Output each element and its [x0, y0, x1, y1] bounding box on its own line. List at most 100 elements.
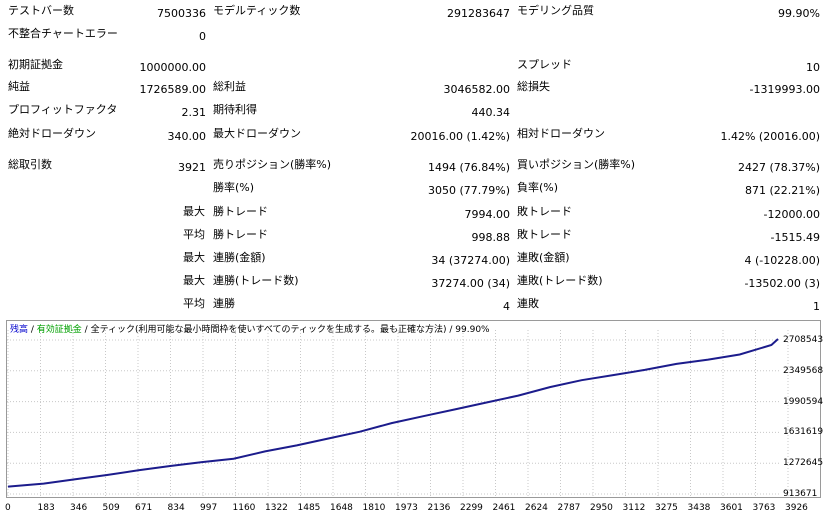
modeling-quality-label: モデリング品質 — [517, 4, 594, 17]
gross-loss-label: 総損失 — [517, 80, 550, 93]
legend-separator: / — [446, 325, 456, 335]
legend-quality: 99.90% — [455, 325, 490, 335]
x-tick-label: 1485 — [297, 503, 321, 513]
average-consec-wins-value: 4 — [503, 300, 510, 313]
maximal-drawdown-value: 20016.00 (1.42%) — [410, 130, 510, 143]
average-consec-losses-label: 連敗 — [517, 297, 539, 310]
model-ticks-value: 291283647 — [447, 7, 510, 20]
short-positions-value: 1494 (76.84%) — [427, 161, 510, 174]
profit-trades-label: 勝率(%) — [213, 181, 255, 194]
average-prefix: 平均 — [183, 228, 205, 241]
x-tick-label: 2136 — [427, 503, 451, 513]
legend-model: 全ティック(利用可能な最小時間枠を使いすべてのティックを生成する。最も正確な方法… — [90, 325, 447, 335]
absolute-drawdown-label: 絶対ドローダウン — [8, 127, 96, 140]
initial-deposit-label: 初期証拠金 — [8, 58, 63, 71]
x-tick-label: 509 — [102, 503, 120, 513]
gross-loss-value: -1319993.00 — [749, 83, 820, 96]
max-consec-prefix: 最大 — [183, 251, 205, 264]
x-tick-label: 834 — [167, 503, 185, 513]
x-tick-label: 346 — [70, 503, 88, 513]
average-consec-losses-value: 1 — [813, 300, 820, 313]
max-consec-loss-label: 連敗(トレード数) — [517, 274, 603, 287]
spread-label: スプレッド — [517, 58, 572, 71]
max-consec-loss-value: -13502.00 (3) — [744, 277, 820, 290]
profit-factor-label: プロフィットファクタ — [8, 103, 118, 116]
y-tick-label: 1631619 — [783, 427, 824, 438]
legend-equity: 有効証拠金 — [36, 325, 82, 335]
x-tick-label: 2624 — [525, 503, 548, 513]
legend-separator: / — [28, 325, 37, 335]
short-positions-label: 売りポジション(勝率%) — [213, 158, 332, 171]
average-loss-label: 敗トレード — [517, 228, 572, 241]
max-consec-profit-value: 37274.00 (34) — [431, 277, 510, 290]
loss-trades-value: 871 (22.21%) — [744, 184, 820, 197]
legend-balance: 残高 — [10, 325, 29, 335]
gross-profit-value: 3046582.00 — [443, 83, 510, 96]
total-trades-value: 3921 — [178, 161, 206, 174]
x-tick-label: 1973 — [395, 503, 418, 513]
average-loss-value: -1515.49 — [770, 231, 820, 244]
x-tick-label: 1160 — [232, 503, 256, 513]
legend-separator: / — [81, 325, 91, 335]
mismatch-errors-value: 0 — [199, 30, 206, 43]
x-tick-label: 3926 — [785, 503, 808, 513]
gross-profit-label: 総利益 — [213, 80, 246, 93]
max-consec-losses-value: 4 (-10228.00) — [744, 254, 820, 267]
average-consec-wins-label: 連勝 — [213, 297, 235, 310]
y-tick-label: 2349568 — [783, 365, 824, 376]
y-tick-label: 1272645 — [783, 458, 824, 469]
x-tick-label: 2950 — [590, 503, 613, 513]
net-profit-value: 1726589.00 — [139, 83, 206, 96]
x-tick-label: 997 — [200, 503, 218, 513]
max-consec-wins-value: 34 (37274.00) — [431, 254, 510, 267]
x-tick-label: 183 — [37, 503, 55, 513]
largest-loss-label: 敗トレード — [517, 205, 572, 218]
balance-graph-panel — [6, 320, 821, 498]
largest-loss-value: -12000.00 — [763, 208, 820, 221]
max-consec-wins-label: 連勝(金額) — [213, 251, 266, 264]
x-tick-label: 671 — [135, 503, 153, 513]
average-profit-label: 勝トレード — [213, 228, 268, 241]
x-tick-label: 2787 — [557, 503, 581, 513]
y-tick-label: 913671 — [783, 489, 818, 499]
loss-trades-label: 負率(%) — [517, 181, 559, 194]
x-tick-label: 3275 — [655, 503, 678, 513]
x-tick-label: 1648 — [330, 503, 353, 513]
expected-payoff-label: 期待利得 — [213, 103, 257, 116]
x-tick-label: 0 — [5, 503, 11, 513]
x-tick-label: 1810 — [362, 503, 386, 513]
total-trades-label: 総取引数 — [8, 158, 52, 171]
modeling-quality-value: 99.90% — [778, 7, 820, 20]
long-positions-label: 買いポジション(勝率%) — [517, 158, 636, 171]
profit-trades-value: 3050 (77.79%) — [427, 184, 510, 197]
model-ticks-label: モデルティック数 — [213, 4, 301, 17]
initial-deposit-value: 1000000.00 — [139, 61, 206, 74]
largest-profit-label: 勝トレード — [213, 205, 268, 218]
spread-value: 10 — [806, 61, 820, 74]
absolute-drawdown-value: 340.00 — [167, 130, 207, 143]
x-tick-label: 3763 — [752, 503, 776, 513]
mismatch-errors-label: 不整合チャートエラー — [8, 27, 118, 40]
x-tick-label: 2299 — [460, 503, 483, 513]
max-consec-profit-prefix: 最大 — [183, 274, 205, 287]
profit-factor-value: 2.31 — [181, 106, 207, 119]
expected-payoff-value: 440.34 — [471, 106, 511, 119]
x-tick-label: 1322 — [265, 503, 288, 513]
max-consec-profit-label: 連勝(トレード数) — [213, 274, 299, 287]
x-tick-label: 3438 — [687, 503, 711, 513]
x-tick-label: 3601 — [720, 503, 743, 513]
y-tick-label: 1990594 — [783, 396, 824, 407]
average-consec-prefix: 平均 — [183, 297, 205, 310]
maximal-drawdown-label: 最大ドローダウン — [213, 127, 301, 140]
test-bars-value: 7500336 — [157, 7, 206, 20]
long-positions-value: 2427 (78.37%) — [737, 161, 820, 174]
net-profit-label: 純益 — [8, 80, 30, 93]
relative-drawdown-label: 相対ドローダウン — [517, 127, 605, 140]
graph-legend: 残高 / 有効証拠金 / 全ティック(利用可能な最小時間枠を使いすべてのティック… — [10, 325, 490, 336]
x-tick-label: 3112 — [622, 503, 646, 513]
test-bars-label: テストバー数 — [8, 4, 74, 17]
y-tick-label: 2708543 — [783, 335, 824, 345]
largest-profit-value: 7994.00 — [464, 208, 511, 221]
balance-line — [7, 338, 779, 488]
